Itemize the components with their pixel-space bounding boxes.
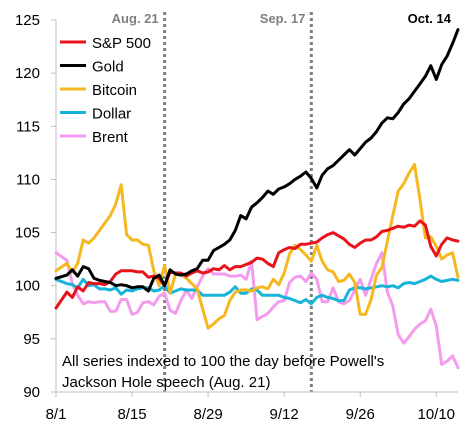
x-tick-label: 9/26 <box>346 406 375 423</box>
x-tick-label: 8/1 <box>46 406 67 423</box>
event-label: Aug. 21 <box>112 11 159 26</box>
x-tick-label: 8/29 <box>194 406 223 423</box>
y-tick-label: 125 <box>15 12 40 29</box>
series-line-gold <box>54 28 460 293</box>
chart-axes: 90 95 100 105 110 115 120 125 8/1 8/15 8/29 9/12 9/2… <box>15 12 458 423</box>
x-tick-label: 8/15 <box>117 406 146 423</box>
legend-label: Gold <box>92 59 124 76</box>
legend-label: Bitcoin <box>92 82 137 99</box>
legend-label: Brent <box>92 129 129 146</box>
series-line-dollar <box>54 274 460 306</box>
y-tick-label: 110 <box>16 171 40 188</box>
x-tick-label: 10/10 <box>417 406 455 423</box>
y-tick-label: 115 <box>16 118 40 135</box>
event-label: Oct. 14 <box>408 11 452 26</box>
legend-label: S&P 500 <box>92 35 151 52</box>
chart-legend: S&P 500 Gold Bitcoin Dollar Brent <box>60 35 151 146</box>
series-line-s-p-500 <box>54 219 460 310</box>
y-tick-label: 105 <box>15 225 40 242</box>
event-label: Sep. 17 <box>260 11 306 26</box>
series-line-brent <box>54 251 460 370</box>
series-line-bitcoin <box>54 163 460 330</box>
chart-series <box>54 28 460 370</box>
event-markers: Aug. 21 Sep. 17 Oct. 14 <box>112 11 452 392</box>
y-tick-label: 100 <box>15 278 40 295</box>
annotation-line: All series indexed to 100 the day before… <box>62 353 384 370</box>
chart-annotation: All series indexed to 100 the day before… <box>62 353 384 391</box>
x-tick-label: 9/12 <box>270 406 299 423</box>
annotation-line: Jackson Hole speech (Aug. 21) <box>62 374 270 391</box>
y-tick-label: 120 <box>15 65 40 82</box>
legend-label: Dollar <box>92 106 131 123</box>
y-tick-label: 95 <box>23 331 40 348</box>
y-tick-label: 90 <box>23 384 40 401</box>
